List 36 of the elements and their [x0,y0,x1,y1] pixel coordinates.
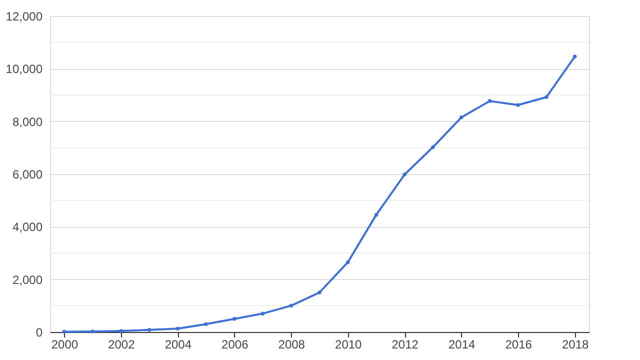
point [318,290,322,294]
point [260,312,265,316]
y-tick-label: 10,000 [6,62,43,76]
point [402,172,406,176]
y-tick-label: 4,000 [12,220,43,234]
y-tick-label: 8,000 [12,114,43,129]
point [232,316,236,321]
point [90,330,94,334]
y-tick-label: 12,000 [6,10,43,24]
point [289,304,294,308]
x-tick-label: 2006 [222,338,249,352]
point [119,329,123,333]
x-tick-label: 2004 [164,338,192,352]
point [147,328,152,332]
point [431,145,435,150]
point [346,260,350,264]
x-tick-label: 2008 [278,338,306,352]
point [374,212,378,217]
x-tick-label: 2000 [51,338,78,352]
x-tick-label: 2014 [448,338,476,352]
x-tick-label: 2002 [108,338,136,352]
point [62,330,66,334]
point [544,95,548,99]
y-tick-label: 0 [36,326,43,340]
y-tick-label: 6,000 [12,168,43,182]
point [572,54,577,58]
x-tick-label: 2012 [392,338,419,352]
x-tick-label: 2010 [335,338,362,352]
x-tick-label: 2016 [505,338,532,352]
point [516,103,520,107]
point [459,116,464,120]
x-tick-label: 2018 [562,338,589,352]
point [204,322,208,326]
point [488,99,492,103]
point [176,326,180,330]
y-tick-label: 2,000 [12,272,43,287]
